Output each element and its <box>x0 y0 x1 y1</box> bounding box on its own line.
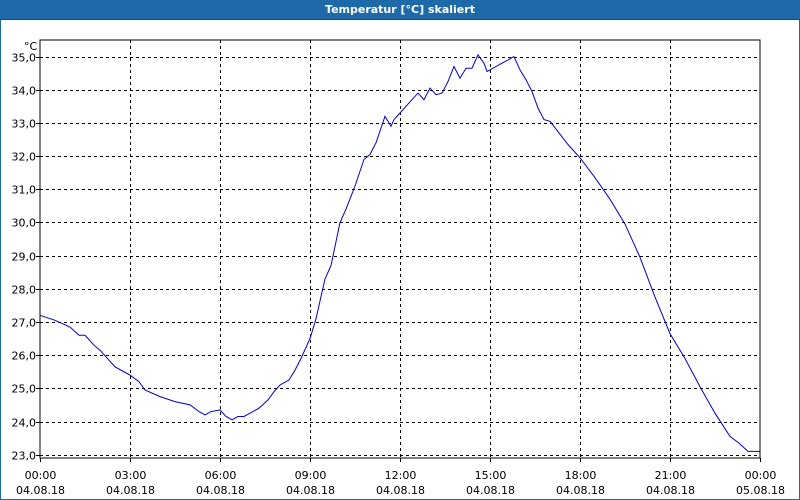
x-tick-date-label: 04.08.18 <box>646 484 695 497</box>
x-tick-date-label: 04.08.18 <box>286 484 335 497</box>
y-tick-label: 33,0 <box>12 118 37 131</box>
x-tick-time-label: 09:00 <box>295 469 327 482</box>
y-tick-label: 30,0 <box>12 217 37 230</box>
grid-lines <box>40 40 760 458</box>
y-axis-ticks: 23,0 24,0 25,0 26,0 27,0 28,0 29,0 30,0 31,0 32,0… <box>12 52 40 463</box>
y-tick-label: 24,0 <box>12 417 37 430</box>
y-tick-label: 26,0 <box>12 350 37 363</box>
x-tick-date-label: 04.08.18 <box>16 484 65 497</box>
y-axis-unit-label: °C <box>24 40 38 53</box>
x-tick-time-label: 15:00 <box>475 469 507 482</box>
y-tick-label: 31,0 <box>12 184 37 197</box>
x-tick-date-label: 04.08.18 <box>376 484 425 497</box>
x-tick-time-label: 12:00 <box>385 469 417 482</box>
y-tick-label: 32,0 <box>12 151 37 164</box>
y-tick-label: 23,0 <box>12 450 37 463</box>
x-tick-time-label: 21:00 <box>655 469 687 482</box>
x-tick-time-label: 03:00 <box>115 469 147 482</box>
y-tick-label: 34,0 <box>12 85 37 98</box>
x-tick-date-label: 04.08.18 <box>196 484 245 497</box>
y-tick-label: 28,0 <box>12 284 37 297</box>
temperature-series-line <box>39 53 760 452</box>
x-tick-date-label: 05.08.18 <box>736 484 785 497</box>
x-tick-date-label: 04.08.18 <box>556 484 605 497</box>
y-tick-label: 29,0 <box>12 251 37 264</box>
y-tick-label: 27,0 <box>12 317 37 330</box>
y-tick-label: 35,0 <box>12 52 37 65</box>
x-tick-time-label: 18:00 <box>565 469 597 482</box>
x-tick-date-label: 04.08.18 <box>466 484 515 497</box>
x-tick-date-label: 04.08.18 <box>106 484 155 497</box>
chart-title: Temperatur [°C] skaliert <box>0 0 800 20</box>
x-axis-ticks: 00:00 04.08.18 03:00 04.08.18 06:00 04.08.18 0… <box>16 458 785 497</box>
x-tick-time-label: 06:00 <box>205 469 237 482</box>
y-tick-label: 25,0 <box>12 383 37 396</box>
x-tick-time-label: 00:00 <box>25 469 57 482</box>
x-tick-time-label: 00:00 <box>745 469 777 482</box>
